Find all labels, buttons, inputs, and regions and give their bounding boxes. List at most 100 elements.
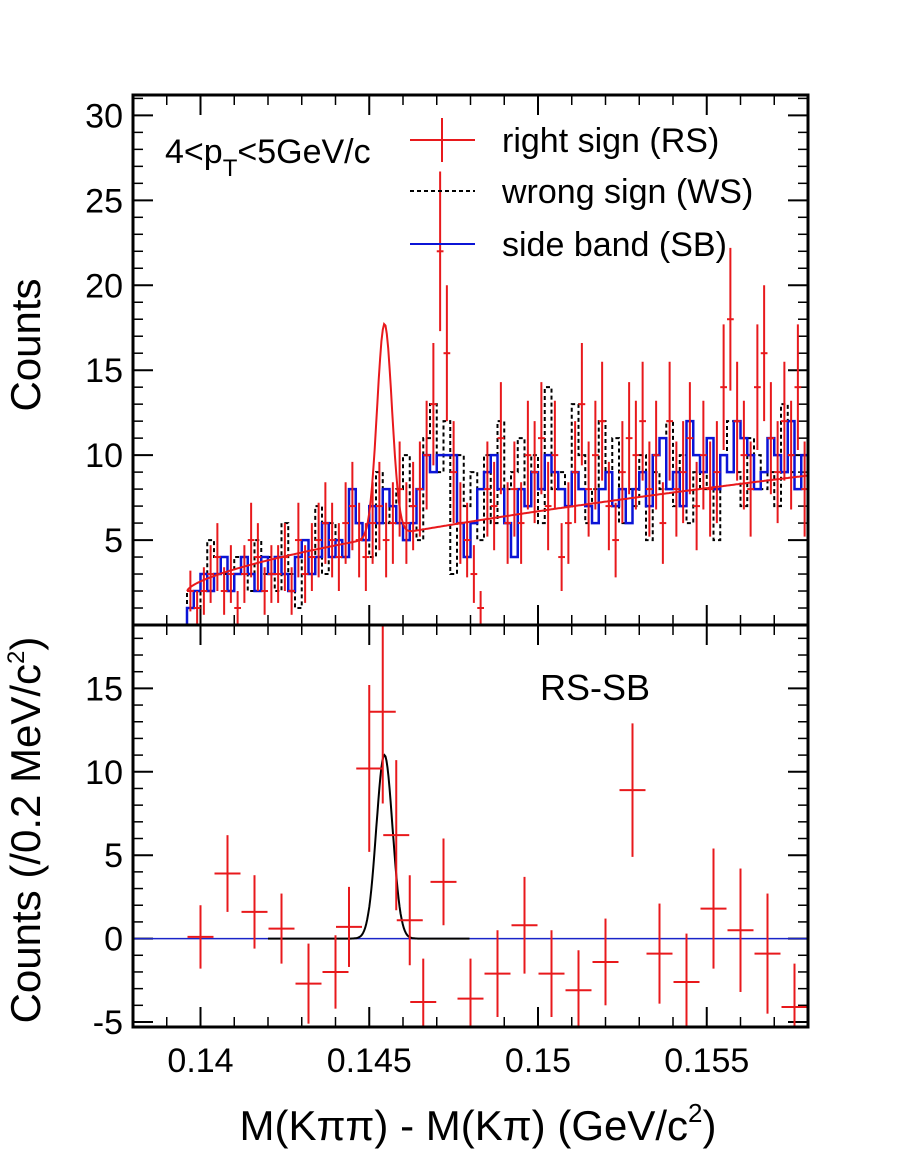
rs-point: [389, 482, 397, 564]
rs-point: [463, 502, 471, 578]
rs-sb-point: [484, 930, 511, 1017]
rs-sb-point: [700, 848, 727, 969]
rs-point: [254, 523, 262, 592]
rs-point: [720, 324, 727, 451]
rs-point: [241, 545, 248, 603]
rs-point: [598, 361, 606, 481]
rs-point: [558, 523, 565, 592]
rs-point: [477, 591, 484, 625]
rs-point: [538, 382, 545, 495]
bottom-ytick-label: 0: [104, 921, 123, 959]
rs-point: [794, 324, 802, 451]
rs-point: [781, 361, 788, 481]
rs-point: [220, 567, 228, 615]
rs-point: [517, 482, 525, 564]
rs-point: [504, 482, 511, 564]
rs-sb-point: [457, 958, 484, 1027]
rs-point: [288, 567, 295, 615]
rs-point: [200, 567, 208, 615]
rs-fit-curve: [186, 322, 807, 592]
rs-point: [511, 441, 518, 537]
rs-point: [700, 400, 707, 510]
rs-sb-fit-curve: [268, 753, 470, 940]
legend: right sign (RS) wrong sign (WS) side ban…: [410, 118, 753, 264]
rs-point: [544, 461, 552, 551]
rs-point: [382, 502, 390, 578]
rs-point: [497, 382, 505, 495]
sb-histogram-line: [185, 419, 808, 625]
rs-point: [733, 361, 741, 481]
rs-point: [261, 567, 268, 615]
top-ytick-label: 10: [85, 437, 123, 475]
rs-point: [423, 400, 430, 510]
x-tick-labels: 0.14 0.145 0.15 0.155: [167, 1042, 749, 1080]
rs-sb-point: [673, 933, 700, 1027]
rs-sb-point: [619, 723, 646, 857]
top-panel: 5 10 15 20 25 30 Counts 4<pT<5GeV/c right sig…: [2, 93, 810, 627]
rs-point: [619, 421, 626, 524]
x-axis-label-sup: 2: [688, 1098, 702, 1128]
bottom-y-label-a: Counts (/0.2 MeV/c: [2, 664, 49, 1023]
rs-point: [551, 400, 559, 510]
rs-sb-point: [430, 838, 457, 926]
rs-sb-point: [356, 685, 383, 852]
rs-sb-point: [383, 760, 410, 911]
rs-point: [416, 441, 424, 537]
rs-point: [693, 461, 700, 551]
rs-point: [740, 400, 748, 510]
rs-fit-line: [186, 322, 807, 592]
legend-ws-label: wrong sign (WS): [501, 173, 753, 211]
rs-point: [612, 502, 619, 578]
rs-sb-point: [565, 950, 592, 1027]
rs-sb-point: [396, 875, 423, 966]
rs-point: [227, 545, 235, 603]
rs-point: [646, 441, 653, 537]
rs-point: [268, 545, 275, 603]
rs-point: [578, 343, 586, 466]
rs-point: [349, 461, 356, 551]
rs-point: [403, 482, 410, 564]
bottom-panel: -5 0 5 10 15 0.14 0.145 0.15 0.155 Counts (/0.2…: [2, 623, 810, 1149]
rs-points: [187, 171, 808, 625]
bottom-ytick-label: -5: [93, 1004, 123, 1042]
rs-point: [524, 400, 532, 510]
rs-point: [470, 545, 478, 603]
x-axis-label-close: ): [703, 1102, 717, 1149]
legend-sb-label: side band (SB): [502, 226, 727, 264]
rs-sb-point: [241, 875, 268, 949]
rs-point: [328, 502, 336, 578]
rs-point: [625, 382, 633, 495]
rs-point: [207, 545, 214, 603]
rs-point: [274, 545, 282, 603]
top-ytick-label: 30: [85, 97, 123, 135]
rs-point: [713, 421, 721, 524]
rs-point: [727, 247, 734, 391]
rs-point: [774, 421, 781, 524]
rs-point: [335, 523, 343, 592]
bottom-ytick-label: 10: [85, 754, 123, 792]
rs-point: [639, 361, 646, 481]
rs-point: [679, 421, 687, 524]
top-y-label: Counts: [2, 278, 49, 411]
x-tick-label: 0.14: [167, 1042, 233, 1080]
rs-sb-point: [369, 625, 396, 804]
rs-point: [234, 591, 241, 625]
rs-sb-point: [646, 903, 673, 1004]
legend-item-sb: side band (SB): [410, 226, 727, 264]
rs-sb-point: [592, 918, 619, 1006]
rs-point: [430, 343, 437, 466]
rs-sb-label: RS-SB: [540, 667, 650, 708]
rs-point: [706, 441, 714, 537]
rs-point: [686, 382, 694, 495]
rs-point: [308, 523, 316, 592]
top-ytick-label: 20: [85, 267, 123, 305]
bottom-y-label-close: ): [2, 637, 49, 651]
bottom-y-label: Counts (/0.2 MeV/c2): [2, 637, 49, 1024]
rs-point: [760, 285, 768, 422]
rs-sb-point: [410, 958, 437, 1027]
rs-sb-point: [727, 868, 754, 992]
rs-point: [571, 421, 579, 524]
top-ytick-label: 25: [85, 182, 123, 220]
rs-sb-points: [187, 625, 808, 1027]
x-tick-label: 0.155: [664, 1042, 749, 1080]
